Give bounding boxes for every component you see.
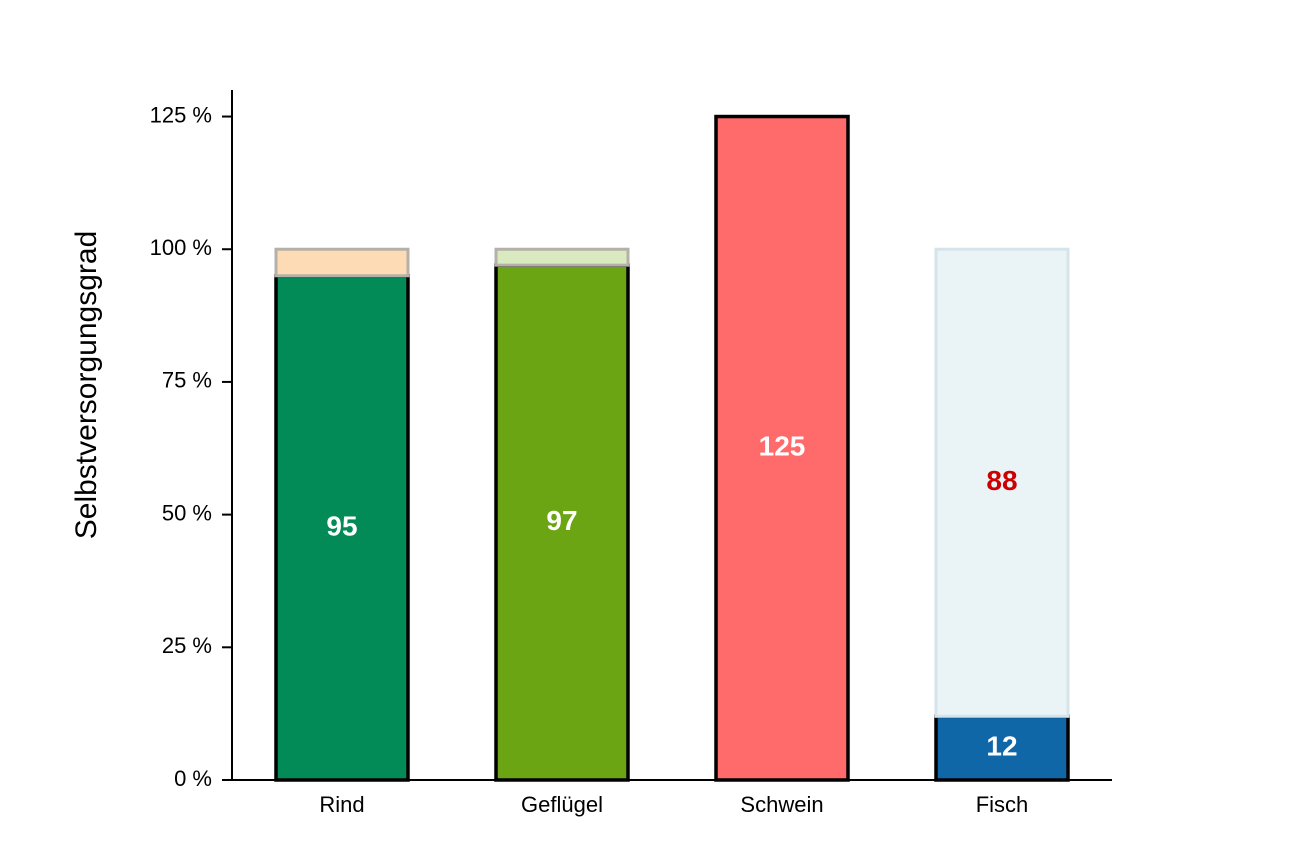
bar-segment <box>274 274 410 782</box>
y-tick-label: 25 % <box>162 633 212 658</box>
bar-segment <box>934 247 1070 718</box>
y-axis-label: Selbstversorgungsgrad <box>70 231 103 540</box>
value-label: 88 <box>986 465 1017 496</box>
bar-segment <box>494 247 630 267</box>
value-label: 12 <box>986 731 1017 762</box>
y-tick-label: 100 % <box>150 235 212 260</box>
bar-segment <box>714 114 850 782</box>
value-label: 125 <box>759 431 806 462</box>
value-label: 95 <box>326 510 357 541</box>
y-tick-label: 50 % <box>162 500 212 525</box>
x-tick-label: Geflügel <box>521 792 603 817</box>
x-tick-label: Schwein <box>740 792 823 817</box>
y-tick-label: 0 % <box>174 766 212 791</box>
x-tick-label: Rind <box>319 792 364 817</box>
y-tick-label: 75 % <box>162 368 212 393</box>
bar-segment <box>274 247 410 278</box>
x-tick-label: Fisch <box>976 792 1029 817</box>
value-label: 97 <box>546 505 577 536</box>
bar-segment <box>494 263 630 782</box>
y-tick-label: 125 % <box>150 102 212 127</box>
